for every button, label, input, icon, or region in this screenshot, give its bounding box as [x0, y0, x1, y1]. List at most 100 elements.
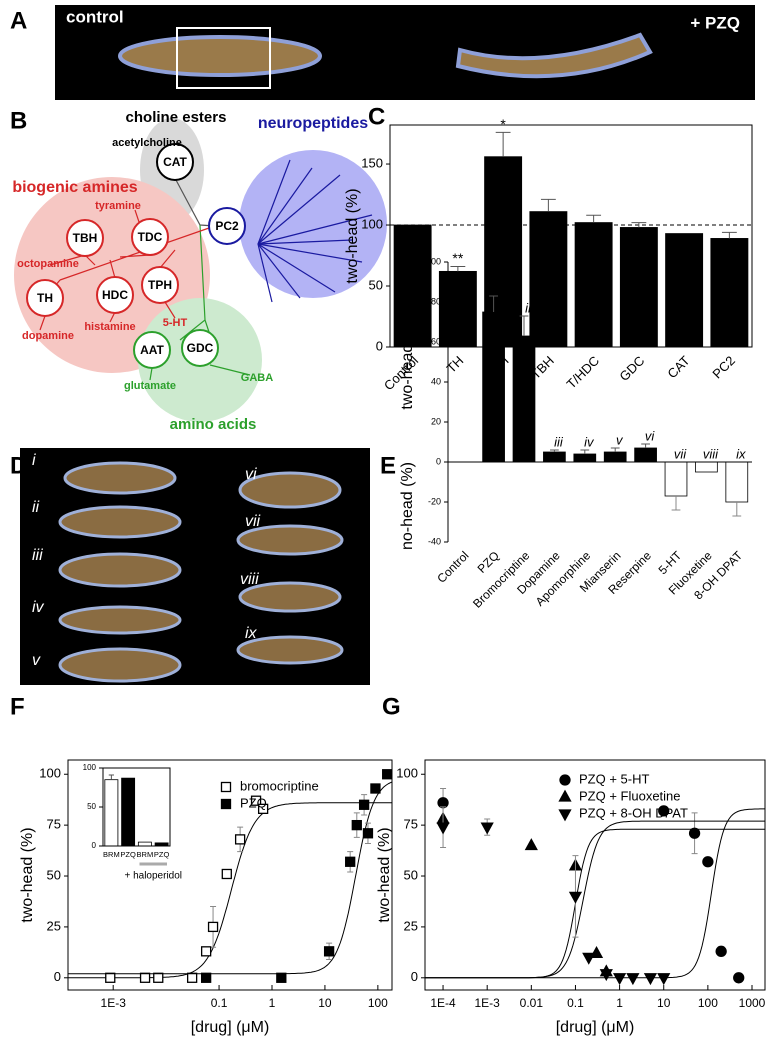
y-tick-label: 60 — [431, 336, 441, 346]
x-tick-label: 1E-3 — [101, 996, 127, 1010]
point — [524, 838, 538, 851]
bar-label: vi — [645, 428, 656, 443]
bar — [529, 211, 568, 348]
panel-label: A — [10, 7, 27, 34]
substance: GABA — [241, 372, 273, 384]
photo-label: vii — [245, 513, 261, 530]
legend-label: PZQ + 5-HT — [579, 771, 649, 786]
node-label: TBH — [73, 231, 98, 245]
substance: histamine — [84, 321, 135, 333]
substance: octopamine — [17, 258, 79, 270]
zoom-box — [176, 27, 271, 89]
x-tick-label: PZQ — [120, 850, 136, 859]
photo-label: i — [32, 452, 36, 469]
y-axis-label: two-head (%) — [376, 827, 393, 922]
error-bar — [580, 449, 590, 454]
x-tick-label: 1E-4 — [430, 996, 456, 1010]
bar — [695, 461, 718, 473]
error-bar — [489, 295, 498, 312]
y-tick-label: 0 — [411, 969, 418, 984]
point — [658, 805, 670, 817]
y-tick-label: 0 — [376, 338, 383, 353]
panel-label: F — [10, 693, 25, 720]
x-tick-label: GDC — [616, 353, 647, 384]
x-tick-label: 10 — [657, 996, 671, 1010]
point — [351, 819, 362, 831]
photo-label: control — [66, 7, 124, 26]
worm — [455, 32, 653, 79]
x-tick-label: 100 — [368, 996, 388, 1010]
legend-marker — [559, 774, 571, 786]
point — [626, 973, 640, 986]
y-tick-label: 50 — [369, 277, 383, 292]
x-tick-label: 1000 — [739, 996, 766, 1010]
peptide-tree — [257, 159, 373, 303]
node-label: CAT — [163, 155, 187, 169]
legend-label: bromocriptine — [240, 778, 319, 793]
group-area — [239, 150, 387, 298]
y-tick-label: 100 — [426, 256, 441, 266]
node-label: HDC — [102, 288, 128, 302]
error-bar — [108, 774, 114, 780]
error-bar — [631, 222, 647, 228]
x-tick-label: BRM — [103, 850, 120, 859]
point — [257, 803, 269, 814]
point — [612, 973, 627, 986]
y-tick-label: 40 — [431, 376, 441, 386]
y-axis-label: no-head (%) — [399, 462, 416, 550]
legend-marker — [558, 809, 572, 822]
bar — [725, 461, 749, 503]
bar — [664, 461, 688, 497]
x-tick-label: 10 — [318, 996, 332, 1010]
x-tick-label: 0.1 — [211, 996, 228, 1010]
x-tick-label: 1E-3 — [475, 996, 501, 1010]
fit-curve — [68, 781, 393, 975]
point — [437, 797, 449, 809]
point — [599, 969, 613, 982]
legend-marker — [220, 781, 232, 793]
legend-marker — [558, 789, 572, 802]
x-tick-label: 100 — [698, 996, 718, 1010]
point — [370, 783, 381, 794]
photo-label: viii — [240, 571, 259, 588]
error-bar — [671, 496, 681, 511]
point — [250, 795, 262, 806]
worm — [118, 35, 322, 77]
bar — [482, 311, 505, 463]
panel-label: G — [382, 693, 401, 720]
legend-label: PZQ + 8-OH DPAT — [579, 805, 688, 820]
bar-label: ii — [525, 300, 532, 315]
x-tick-label: 0.01 — [520, 996, 544, 1010]
point — [139, 972, 151, 983]
error-bar — [540, 198, 556, 212]
y-tick-label: 100 — [361, 216, 383, 231]
bar-label: viii — [703, 446, 719, 461]
node-label: TPH — [148, 278, 172, 292]
bar — [104, 779, 119, 847]
panel-label: C — [368, 103, 385, 130]
y-axis-label: two-head (%) — [399, 314, 416, 409]
point — [153, 972, 164, 983]
error-bar — [732, 502, 742, 517]
photo-label: vi — [245, 466, 257, 483]
y-tick-label: 0 — [436, 456, 441, 466]
bar — [665, 233, 704, 348]
legend-label: PZQ — [240, 795, 267, 810]
point — [382, 769, 393, 780]
y-tick-label: 75 — [404, 817, 418, 832]
photo-label: ii — [32, 499, 40, 516]
bar-label: iii — [554, 434, 564, 449]
point — [234, 834, 246, 845]
y-tick-label: 100 — [39, 766, 61, 781]
fit-curve — [425, 828, 765, 979]
x-tick-label: 0.1 — [567, 996, 584, 1010]
photo-label: ix — [245, 625, 258, 642]
bar — [573, 453, 597, 463]
point — [358, 799, 370, 810]
point — [345, 856, 356, 867]
panel-label: E — [380, 452, 396, 479]
photo-label: v — [32, 652, 41, 669]
substance: acetylcholine — [112, 137, 182, 149]
